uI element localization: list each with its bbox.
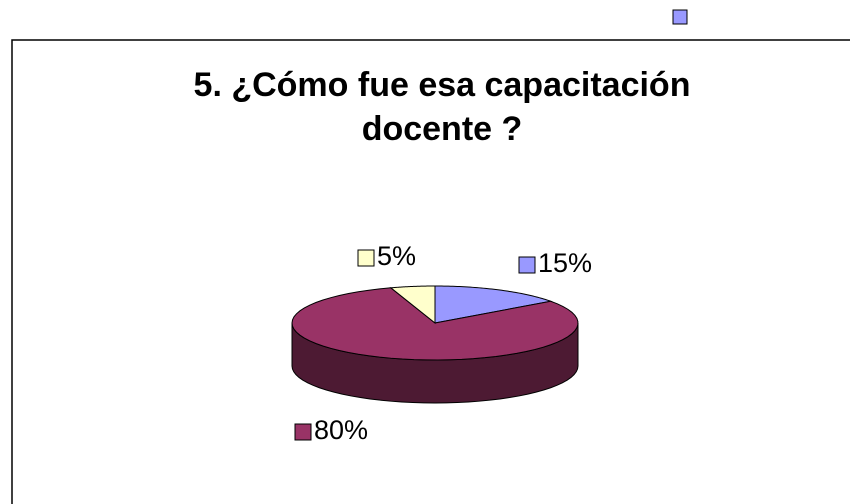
legend-key bbox=[672, 9, 688, 25]
slice bbox=[389, 285, 436, 325]
slice bbox=[291, 287, 579, 361]
chart-title: 5. ¿Cómo fue esa capacitación docente ? bbox=[194, 66, 691, 148]
legend-key bbox=[518, 256, 536, 274]
chart-frame bbox=[11, 39, 850, 504]
legend-key bbox=[294, 423, 312, 441]
title-line: 5. ¿Cómo fue esa capacitación bbox=[194, 66, 691, 104]
data-label: 5% bbox=[377, 241, 416, 271]
slice bbox=[434, 285, 553, 324]
data-label: 15% bbox=[538, 248, 592, 278]
data-label: 80% bbox=[314, 415, 368, 445]
legend-key bbox=[357, 249, 375, 267]
title-line: docente ? bbox=[362, 110, 523, 148]
